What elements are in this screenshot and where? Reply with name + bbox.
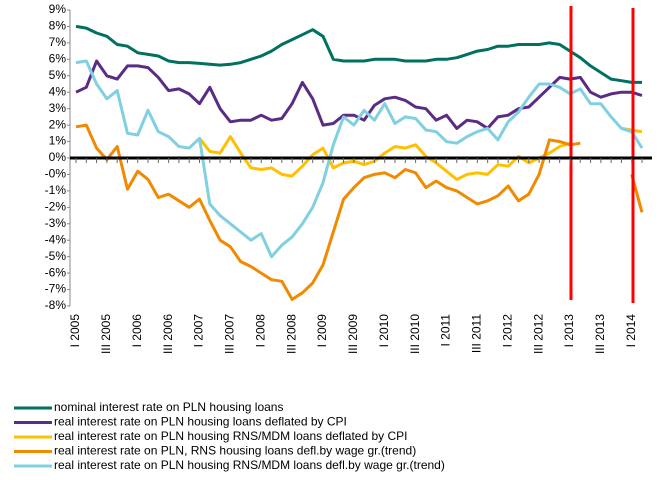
y-tick-label: -6% [45,265,67,279]
x-tick-label: I 2012 [500,314,514,348]
plot [75,24,644,301]
legend-label: nominal interest rate on PLN housing loa… [54,400,283,414]
x-tick-label: III 2011 [470,314,484,353]
y-tick-label: 1% [49,134,67,148]
series-line [198,126,643,181]
x-tick-label: III 2007 [223,314,237,354]
legend-label: real interest rate on PLN housing RNS/MD… [54,429,408,443]
y-tick-label: 2% [49,117,67,131]
y-tick-label: -8% [45,298,67,312]
y-tick-label: 7% [49,35,67,49]
legend-label: real interest rate on PLN housing loans … [54,415,347,429]
x-tick-label: III 2010 [408,314,422,354]
y-tick-label: 5% [49,68,67,82]
y-tick-label: 8% [49,19,67,33]
y-tick-label: 6% [49,52,67,66]
x-tick-label: III 2005 [99,314,113,354]
series-line [75,123,644,301]
x-tick-label: I 2008 [253,314,267,348]
y-tick-label: 3% [49,101,67,115]
y-tick-label: 9% [49,2,67,16]
series-line [75,24,642,84]
y-tick-label: -1% [45,183,67,197]
x-tick-label: III 2013 [593,314,607,354]
y-tick-label: -3% [45,216,67,230]
x-tick-label: I 2006 [130,314,144,348]
y-tick-label: 0% [49,150,67,164]
x-tick-label: I 2010 [377,314,391,348]
x-tick-label: I 2014 [624,314,638,348]
x-tick-label: III 2009 [346,314,360,354]
y-tick-label: -7% [45,282,67,296]
x-tick-label: I 2011 [439,314,453,347]
x-tick-label: I 2007 [192,314,206,348]
x-tick-label: III 2012 [531,314,545,354]
legend-label: real interest rate on PLN, RNS housing l… [54,444,416,458]
y-tick-label: -2% [45,200,67,214]
y-tick-label: -4% [45,232,67,246]
x-tick-label: I 2009 [315,314,329,348]
legend-label: real interest rate on PLN housing RNS/MD… [54,458,445,472]
x-tick-label: III 2006 [161,314,175,354]
y-tick-label: 4% [49,84,67,98]
y-tick-label: -5% [45,249,67,263]
series-line [75,59,644,259]
x-tick-label: I 2005 [68,314,82,348]
x-tick-label: III 2008 [284,314,298,354]
y-tick-label: -0% [45,167,67,181]
x-tick-label: I 2013 [562,314,576,348]
